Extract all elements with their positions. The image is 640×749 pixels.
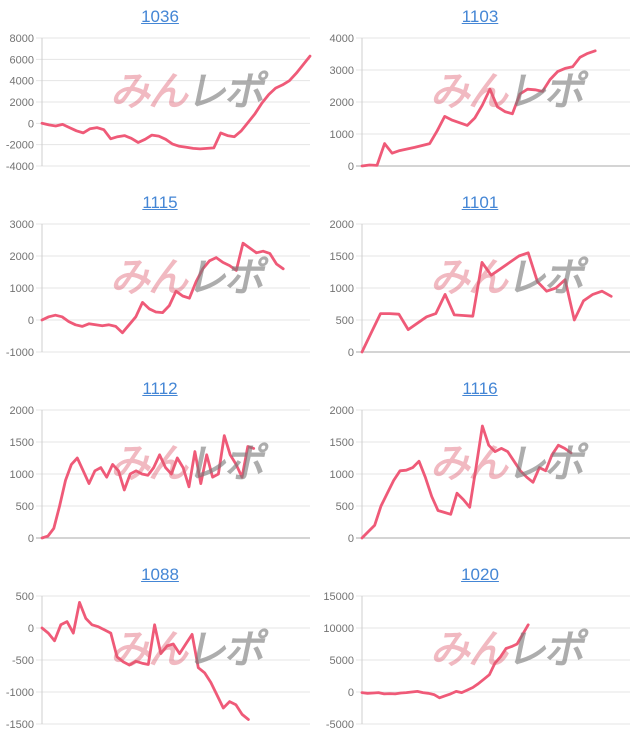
y-axis-tick-label: 6000	[10, 54, 34, 66]
chart-title-row: 1115	[0, 186, 320, 218]
y-axis-tick-label: 1000	[10, 469, 34, 481]
y-axis-tick-label: 2000	[330, 405, 354, 417]
y-axis-tick-label: 3000	[330, 65, 354, 77]
y-axis-tick-label: 500	[16, 501, 34, 513]
y-axis-tick-label: -1500	[6, 719, 34, 731]
chart-cell-1103: 1103 4000 3000 2000 1000 0 みんレポ	[320, 0, 640, 186]
machine-number-link[interactable]: 1116	[462, 379, 498, 398]
y-axis-tick-label: 1500	[10, 437, 34, 449]
y-axis-tick-label: 15000	[323, 591, 354, 603]
chart-title-row: 1088	[0, 558, 320, 590]
y-axis-tick-label: -2000	[6, 140, 34, 152]
machine-number-link[interactable]: 1036	[141, 7, 179, 26]
chart-title-row: 1020	[320, 558, 640, 590]
slump-graph-svg: 2000 1500 1000 500 0	[330, 219, 630, 359]
slump-graph-svg: 2000 1500 1000 500 0	[10, 405, 310, 545]
line-chart-area: 4000 3000 2000 1000 0 みんレポ	[320, 32, 640, 186]
chart-title-row: 1116	[320, 372, 640, 404]
y-axis-tick-label: -1000	[6, 687, 34, 699]
y-axis-tick-label: 0	[348, 161, 354, 173]
chart-cell-1112: 1112 2000 1500 1000 500 0 みんレポ	[0, 372, 320, 558]
chart-cell-1020: 1020 15000 10000 5000 0 -5000 みんレポ	[320, 558, 640, 744]
payout-line-series	[40, 434, 256, 540]
y-axis-tick-label: 1500	[330, 437, 354, 449]
y-axis-tick-label: 4000	[330, 33, 354, 45]
chart-cell-1088: 1088 500 0 -500 -1000 -1500 みんレポ	[0, 558, 320, 744]
payout-line-series	[360, 424, 573, 540]
y-axis-tick-label: 1000	[330, 283, 354, 295]
y-axis-tick-label: -5000	[326, 719, 354, 731]
chart-cell-1116: 1116 2000 1500 1000 500 0 みんレポ	[320, 372, 640, 558]
y-axis-tick-label: 1000	[10, 283, 34, 295]
slump-graph-svg: 500 0 -500 -1000 -1500	[6, 591, 310, 731]
payout-line-series	[40, 600, 250, 721]
slump-graph-svg: 4000 3000 2000 1000 0	[330, 33, 630, 173]
y-axis-tick-label: 4000	[10, 76, 34, 88]
line-chart-area: 2000 1500 1000 500 0 みんレポ	[320, 218, 640, 372]
chart-title-row: 1112	[0, 372, 320, 404]
y-axis-tick-label: 2000	[330, 219, 354, 231]
y-axis-tick-label: 10000	[323, 623, 354, 635]
y-axis-tick-label: 0	[348, 687, 354, 699]
y-axis-tick-label: 0	[28, 315, 34, 327]
machine-number-link[interactable]: 1112	[142, 379, 178, 398]
y-axis-tick-label: 2000	[10, 251, 34, 263]
payout-line-series	[40, 241, 285, 335]
payout-line-series	[40, 54, 312, 151]
slump-graph-svg: 3000 2000 1000 0 -1000	[6, 219, 310, 359]
chart-cell-1036: 1036 8000 6000 4000 2000 0 -2000 -4000 みんレポ	[0, 0, 320, 186]
y-axis-tick-label: -1000	[6, 347, 34, 359]
y-axis-tick-label: 0	[28, 533, 34, 545]
y-axis-tick-label: 3000	[10, 219, 34, 231]
machine-number-link[interactable]: 1088	[141, 565, 179, 584]
line-chart-area: 8000 6000 4000 2000 0 -2000 -4000 みんレポ	[0, 32, 320, 186]
y-axis-tick-label: 0	[348, 533, 354, 545]
line-chart-area: 2000 1500 1000 500 0 みんレポ	[0, 404, 320, 558]
slump-graph-svg: 15000 10000 5000 0 -5000	[323, 591, 630, 731]
chart-title-row: 1101	[320, 186, 640, 218]
y-axis-tick-label: 1000	[330, 129, 354, 141]
line-chart-area: 15000 10000 5000 0 -5000 みんレポ	[320, 590, 640, 744]
y-axis-tick-label: 5000	[330, 655, 354, 667]
machine-number-link[interactable]: 1115	[142, 193, 178, 212]
chart-cell-1101: 1101 2000 1500 1000 500 0 みんレポ	[320, 186, 640, 372]
y-axis-tick-label: 8000	[10, 33, 34, 45]
y-axis-tick-label: 500	[336, 315, 354, 327]
y-axis-tick-label: 0	[28, 118, 34, 130]
y-axis-tick-label: 1000	[330, 469, 354, 481]
y-axis-tick-label: -4000	[6, 161, 34, 173]
line-chart-area: 500 0 -500 -1000 -1500 みんレポ	[0, 590, 320, 744]
y-axis-tick-label: 0	[348, 347, 354, 359]
line-chart-area: 3000 2000 1000 0 -1000 みんレポ	[0, 218, 320, 372]
y-axis-tick-label: 2000	[10, 97, 34, 109]
y-axis-tick-label: 0	[28, 623, 34, 635]
line-chart-area: 2000 1500 1000 500 0 みんレポ	[320, 404, 640, 558]
y-axis-tick-label: 1500	[330, 251, 354, 263]
machine-number-link[interactable]: 1101	[461, 193, 499, 212]
slump-graph-svg: 8000 6000 4000 2000 0 -2000 -4000	[6, 33, 312, 173]
machine-number-link[interactable]: 1020	[461, 565, 499, 584]
y-axis-tick-label: 500	[16, 591, 34, 603]
chart-title-row: 1103	[320, 0, 640, 32]
y-axis-tick-label: 2000	[10, 405, 34, 417]
chart-title-row: 1036	[0, 0, 320, 32]
payout-line-series	[360, 251, 613, 354]
slump-graph-svg: 2000 1500 1000 500 0	[330, 405, 630, 545]
chart-cell-1115: 1115 3000 2000 1000 0 -1000 みんレポ	[0, 186, 320, 372]
y-axis-tick-label: 500	[336, 501, 354, 513]
payout-line-series	[360, 49, 597, 168]
y-axis-tick-label: 2000	[330, 97, 354, 109]
y-axis-tick-label: -500	[12, 655, 34, 667]
payout-line-series	[360, 623, 530, 700]
machine-number-link[interactable]: 1103	[461, 7, 499, 26]
